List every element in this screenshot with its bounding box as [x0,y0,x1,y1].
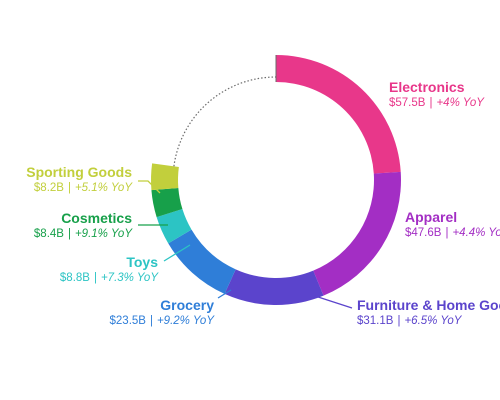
donut-segment-electronics [276,55,401,174]
label-toys: Toys $8.8B | +7.3% YoY [59,254,158,284]
donut-segment-apparel [313,171,401,296]
segment-name: Electronics [389,79,465,95]
segment-name: Apparel [405,209,458,225]
segment-name: Sporting Goods [26,164,132,180]
donut-remainder-outline [173,76,276,167]
donut-segment-furniture-home-goods [224,269,324,306]
donut-segment-cosmetics [151,187,183,218]
donut-segment-toys [156,209,192,244]
donut-segment-grocery [168,229,236,294]
segment-value: $8.4B [33,228,64,240]
leader-line-furniture-home-goods [314,295,353,309]
segment-value: $57.5B [389,97,426,109]
segment-name: Cosmetics [61,210,132,226]
leader-line-grocery [217,289,232,299]
segment-value: $47.6B [405,227,442,239]
donut-segment-sporting-goods [151,163,179,191]
segment-value: $23.5B [109,315,146,327]
label-sporting-goods: Sporting Goods $8.2B | +5.1% YoY [26,164,132,194]
leader-line-sporting-goods [138,180,161,194]
label-grocery: Grocery $23.5B | +9.2% YoY [109,297,214,327]
segment-value: $8.2B [33,182,64,194]
segment-yoy: +4% YoY [436,97,484,109]
segment-value: $8.8B [59,272,90,284]
segment-yoy: +5.1% YoY [74,182,132,194]
segment-yoy: +9.1% YoY [74,228,132,240]
segment-value: $31.1B [357,315,394,327]
label-furniture: Furniture & Home Goods $31.1B|+6.5% YoY [357,298,500,328]
segment-yoy: +7.3% YoY [100,272,158,284]
segment-yoy: +4.4% YoY [452,227,500,239]
segment-name: Furniture & Home Goods [357,297,500,313]
leader-line-toys [163,244,191,262]
segment-yoy: +9.2% YoY [156,315,214,327]
label-apparel: Apparel $47.6B|+4.4% YoY [405,210,500,240]
label-cosmetics: Cosmetics $8.4B | +9.1% YoY [33,210,132,240]
label-electronics: Electronics $57.5B | +4% YoY [389,79,484,109]
segment-yoy: +6.5% YoY [404,315,462,327]
segment-name: Grocery [160,297,214,313]
segment-name: Toys [126,254,158,270]
